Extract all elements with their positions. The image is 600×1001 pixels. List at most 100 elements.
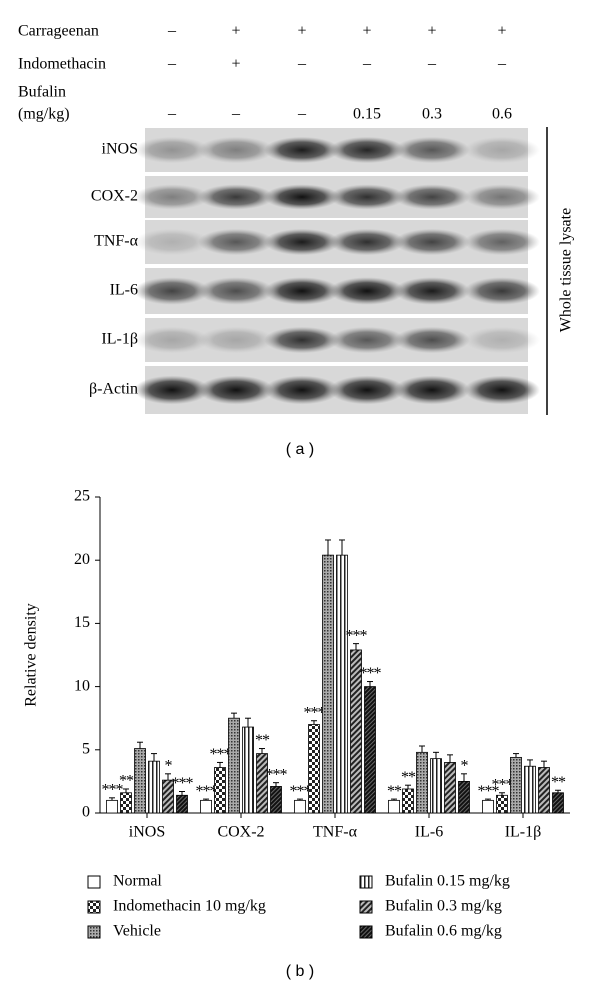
x-tick-label: iNOS <box>129 824 165 841</box>
significance: * <box>461 757 469 774</box>
legend-label: Normal <box>113 873 162 890</box>
blot-band <box>198 228 274 256</box>
legend-swatch <box>87 900 101 914</box>
x-tick-label: COX-2 <box>217 824 264 841</box>
treatment-cell: + <box>497 23 506 40</box>
significance: ** <box>119 773 134 790</box>
bar <box>552 792 564 814</box>
legend-label: Indomethacin 10 mg/kg <box>113 898 266 915</box>
bar <box>120 792 132 814</box>
blot-band <box>394 277 470 305</box>
bar <box>106 799 118 814</box>
significance: * <box>165 757 173 774</box>
treatment-label: Indomethacin <box>18 56 106 73</box>
treatment-cell: – <box>167 106 177 123</box>
legend-swatch <box>359 925 373 939</box>
treatment-cell: + <box>427 23 436 40</box>
bar <box>270 786 282 814</box>
bar <box>176 794 188 814</box>
blot-band <box>329 136 405 164</box>
treatment-cell: 0.15 <box>353 106 381 123</box>
protein-label: IL-1β <box>101 331 138 348</box>
bar <box>294 799 306 814</box>
legend-swatch <box>359 900 373 914</box>
blot-band <box>394 136 470 164</box>
blot-band <box>464 326 540 354</box>
blot-band <box>329 184 405 210</box>
treatment-cell: 0.3 <box>422 106 442 123</box>
blot-band <box>264 184 340 210</box>
treatment-label: (mg/kg) <box>18 106 70 123</box>
blot-band <box>134 375 210 405</box>
significance: *** <box>210 746 232 763</box>
bar <box>538 767 550 814</box>
bar <box>214 767 226 814</box>
bar <box>134 748 146 814</box>
protein-label: TNF-α <box>94 233 139 250</box>
bar <box>200 799 212 814</box>
blot-band <box>264 228 340 256</box>
treatment-cell: – <box>362 56 372 73</box>
y-tick-label: 10 <box>74 677 90 694</box>
caption: ( a ) <box>286 441 314 458</box>
blot-band <box>464 375 540 405</box>
blot-band <box>198 375 274 405</box>
y-tick-label: 0 <box>82 804 90 821</box>
bar <box>162 779 174 814</box>
treatment-cell: – <box>231 106 241 123</box>
significance: *** <box>196 783 218 800</box>
significance: *** <box>360 665 382 682</box>
blot-band <box>198 136 274 164</box>
blot-band <box>264 136 340 164</box>
significance: *** <box>266 766 288 783</box>
blot-band <box>134 326 210 354</box>
significance: ** <box>401 769 416 786</box>
treatment-cell: – <box>167 23 177 40</box>
bar <box>148 760 160 814</box>
side-label: Whole tissue lysate <box>558 208 575 332</box>
blot-band <box>134 184 210 210</box>
bar <box>496 794 508 814</box>
treatment-cell: + <box>231 56 240 73</box>
blot-band <box>329 277 405 305</box>
bar <box>482 799 494 814</box>
treatment-cell: – <box>297 106 307 123</box>
legend-label: Vehicle <box>113 923 161 940</box>
significance: ** <box>255 732 270 749</box>
significance: *** <box>478 783 500 800</box>
blot-band <box>394 375 470 405</box>
bar <box>350 649 362 814</box>
significance: ** <box>551 774 566 791</box>
protein-label: iNOS <box>102 141 138 158</box>
significance: ** <box>387 783 402 800</box>
bar <box>364 686 376 814</box>
y-tick-label: 20 <box>74 551 90 568</box>
significance: *** <box>304 704 326 721</box>
bar <box>458 781 470 814</box>
treatment-label: Bufalin <box>18 84 66 101</box>
treatment-cell: + <box>362 23 371 40</box>
significance: *** <box>346 627 368 644</box>
blot-band <box>464 136 540 164</box>
legend-label: Bufalin 0.6 mg/kg <box>385 923 502 940</box>
y-tick-label: 15 <box>74 614 90 631</box>
bar <box>256 753 268 814</box>
treatment-label: Carrageenan <box>18 23 99 40</box>
bar <box>510 756 522 814</box>
blot-band <box>394 228 470 256</box>
treatment-cell: – <box>497 56 507 73</box>
bar <box>444 762 456 814</box>
bar <box>416 751 428 814</box>
bar <box>524 765 536 814</box>
blot-band <box>464 228 540 256</box>
blot-band <box>134 277 210 305</box>
blot-band <box>264 277 340 305</box>
protein-label: β-Actin <box>89 381 138 398</box>
treatment-cell: + <box>297 23 306 40</box>
blot-band <box>329 228 405 256</box>
y-tick-label: 25 <box>74 488 90 505</box>
bar <box>336 554 348 814</box>
bar <box>242 726 254 814</box>
treatment-cell: + <box>231 23 240 40</box>
